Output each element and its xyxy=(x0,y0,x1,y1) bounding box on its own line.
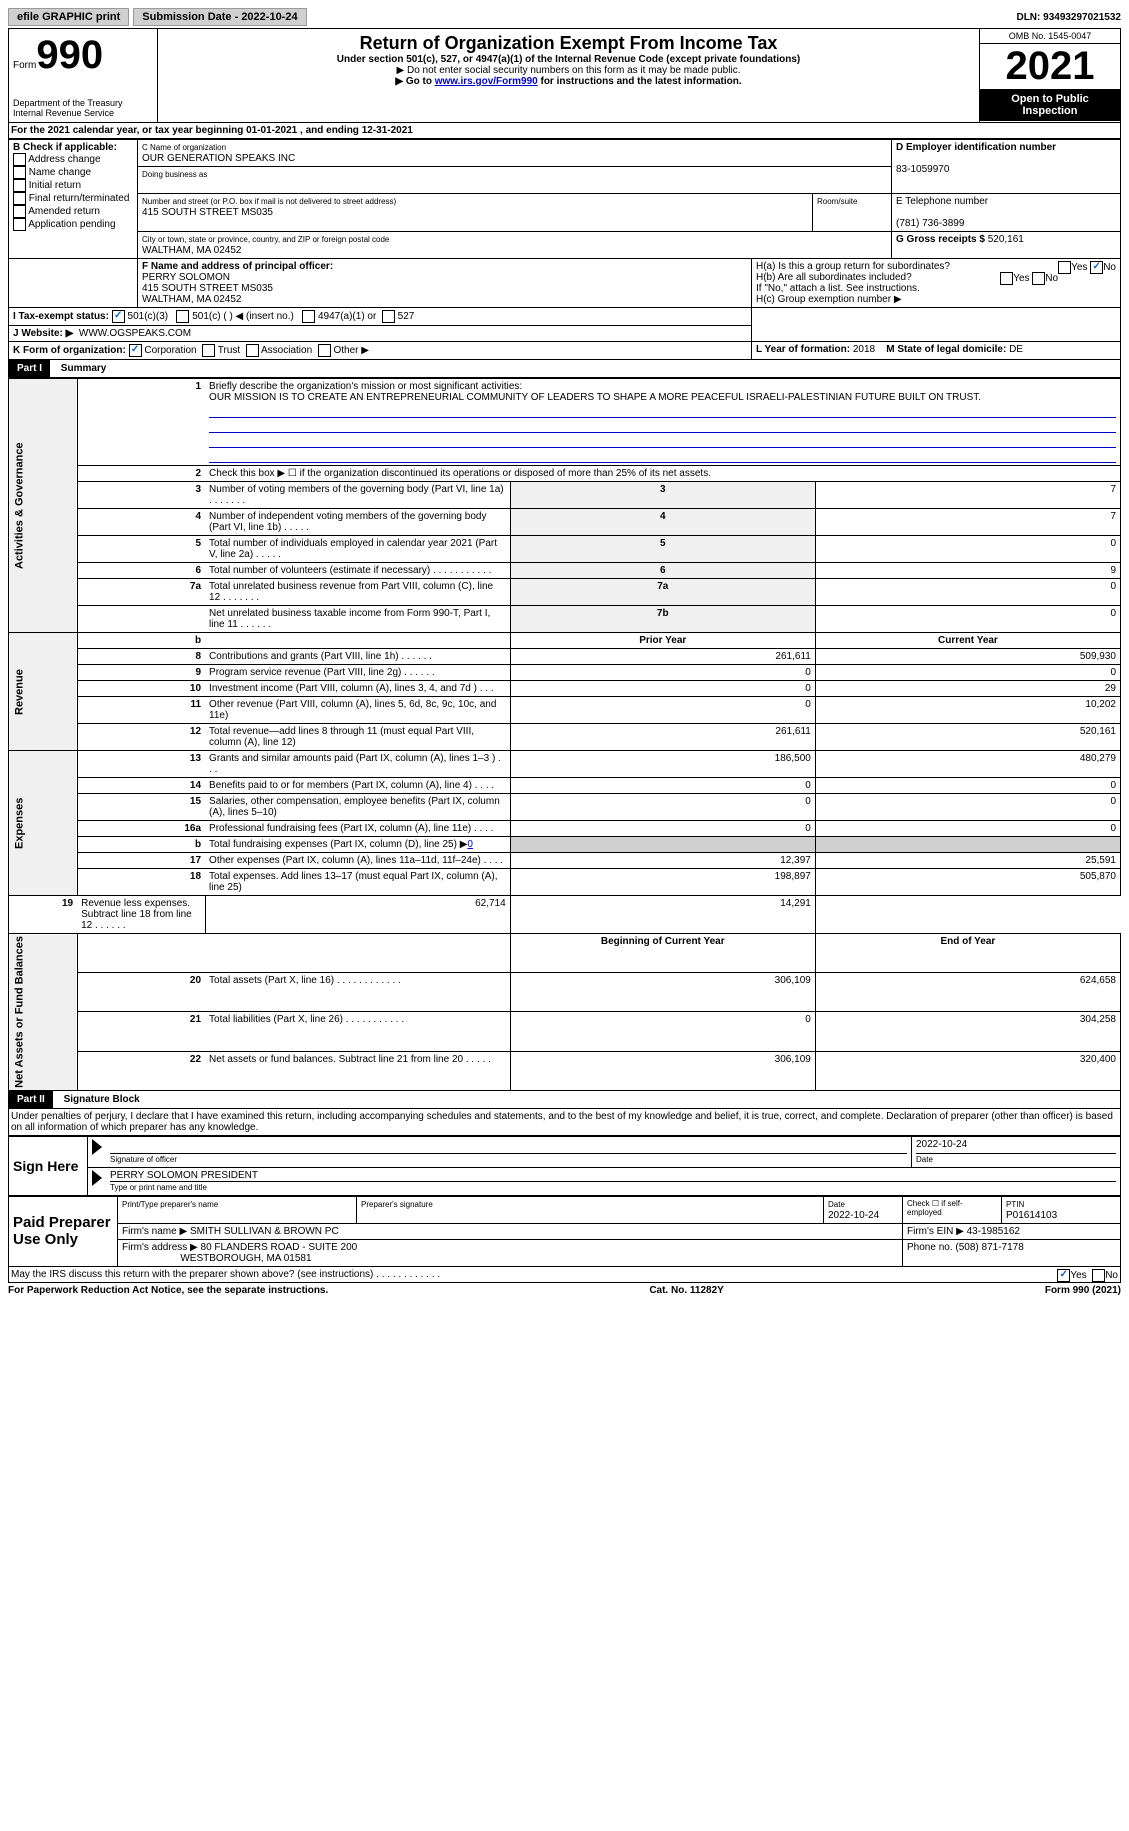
initial-return-checkbox[interactable] xyxy=(13,179,26,192)
state-domicile: DE xyxy=(1009,344,1023,355)
address-change-checkbox[interactable] xyxy=(13,153,26,166)
street-address: 415 SOUTH STREET MS035 xyxy=(142,207,273,218)
other-checkbox[interactable] xyxy=(318,344,331,357)
527-checkbox[interactable] xyxy=(382,310,395,323)
paid-preparer-label: Paid Preparer Use Only xyxy=(9,1196,118,1266)
telephone: (781) 736-3899 xyxy=(896,218,964,229)
dept-label: Department of the Treasury Internal Reve… xyxy=(13,98,153,118)
501c-checkbox[interactable] xyxy=(176,310,189,323)
note-1: Do not enter social security numbers on … xyxy=(407,65,740,76)
part2-header: Part II xyxy=(9,1091,53,1108)
trust-checkbox[interactable] xyxy=(202,344,215,357)
website: WWW.OGSPEAKS.COM xyxy=(79,328,191,339)
year-formation: 2018 xyxy=(853,344,875,355)
inspection-box: Open to Public Inspection xyxy=(980,89,1120,121)
part1-header: Part I xyxy=(9,360,50,377)
form-label: Form xyxy=(13,60,36,71)
501c3-checkbox[interactable] xyxy=(112,310,125,323)
final-return-checkbox[interactable] xyxy=(13,192,26,205)
ptin: P01614103 xyxy=(1006,1210,1057,1221)
subordinates-yes[interactable] xyxy=(1000,272,1013,285)
subtitle: Under section 501(c), 527, or 4947(a)(1)… xyxy=(162,54,975,65)
submission-date-button[interactable]: Submission Date - 2022-10-24 xyxy=(133,8,306,26)
org-name: OUR GENERATION SPEAKS INC xyxy=(142,153,295,164)
arrow-icon xyxy=(92,1170,102,1186)
top-bar: efile GRAPHIC print Submission Date - 20… xyxy=(8,8,1121,26)
expenses-label: Expenses xyxy=(9,751,78,896)
signature-table: Sign Here Signature of officer 2022-10-2… xyxy=(8,1136,1121,1196)
corporation-checkbox[interactable] xyxy=(129,344,142,357)
officer-name: PERRY SOLOMON xyxy=(142,272,230,283)
ein: 83-1059970 xyxy=(896,164,949,175)
firm-ein: 43-1985162 xyxy=(967,1226,1020,1237)
part1-title: Summary xyxy=(53,360,115,377)
group-return-no[interactable] xyxy=(1090,261,1103,274)
application-pending-checkbox[interactable] xyxy=(13,218,26,231)
discuss-no-checkbox[interactable] xyxy=(1092,1269,1105,1282)
firm-name: SMITH SULLIVAN & BROWN PC xyxy=(190,1226,339,1237)
declaration: Under penalties of perjury, I declare th… xyxy=(8,1109,1121,1136)
revenue-label: Revenue xyxy=(9,633,78,751)
summary-table: Activities & Governance 1 Briefly descri… xyxy=(8,378,1121,1091)
gross-receipts: 520,161 xyxy=(988,234,1024,245)
association-checkbox[interactable] xyxy=(246,344,259,357)
arrow-icon xyxy=(92,1139,102,1155)
name-change-checkbox[interactable] xyxy=(13,166,26,179)
mission-text: OUR MISSION IS TO CREATE AN ENTREPRENEUR… xyxy=(209,392,981,403)
part2-title: Signature Block xyxy=(56,1091,148,1108)
discuss-yes-checkbox[interactable] xyxy=(1057,1269,1070,1282)
efile-button[interactable]: efile GRAPHIC print xyxy=(8,8,129,26)
city-state-zip: WALTHAM, MA 02452 xyxy=(142,245,241,256)
4947-checkbox[interactable] xyxy=(302,310,315,323)
irs-link[interactable]: www.irs.gov/Form990 xyxy=(435,76,538,87)
officer-group-table: F Name and address of principal officer:… xyxy=(8,259,1121,360)
period-line: For the 2021 calendar year, or tax year … xyxy=(8,123,1121,139)
dln-label: DLN: 93493297021532 xyxy=(1016,12,1121,23)
amended-return-checkbox[interactable] xyxy=(13,205,26,218)
form-number: 990 xyxy=(36,33,103,77)
tax-year: 2021 xyxy=(980,44,1120,89)
netassets-label: Net Assets or Fund Balances xyxy=(9,934,78,1091)
firm-phone: (508) 871-7178 xyxy=(955,1242,1023,1253)
omb-number: OMB No. 1545-0047 xyxy=(980,29,1120,44)
group-return-yes[interactable] xyxy=(1058,261,1071,274)
subordinates-no[interactable] xyxy=(1032,272,1045,285)
page-footer: For Paperwork Reduction Act Notice, see … xyxy=(8,1285,1121,1296)
entity-info-table: B Check if applicable: Address change Na… xyxy=(8,139,1121,259)
governance-label: Activities & Governance xyxy=(9,379,78,633)
main-title: Return of Organization Exempt From Incom… xyxy=(162,33,975,54)
firm-address: 80 FLANDERS ROAD - SUITE 200 xyxy=(201,1242,358,1253)
form-header: Form990 Department of the Treasury Inter… xyxy=(8,28,1121,123)
officer-name-title: PERRY SOLOMON PRESIDENT xyxy=(110,1170,1116,1182)
sign-here-label: Sign Here xyxy=(9,1136,88,1195)
preparer-table: Paid Preparer Use Only Print/Type prepar… xyxy=(8,1196,1121,1267)
